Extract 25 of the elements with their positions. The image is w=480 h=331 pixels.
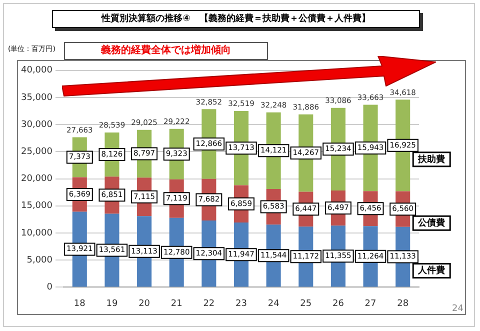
x-tick-label: 27 bbox=[364, 298, 376, 309]
y-tick-label: 0 bbox=[46, 282, 53, 293]
series-label: 扶助費 bbox=[417, 154, 446, 165]
x-tick-label: 25 bbox=[300, 298, 312, 309]
x-tick-label: 22 bbox=[203, 298, 215, 309]
y-tick-label: 25,000 bbox=[20, 147, 53, 158]
y-tick-label: 5,000 bbox=[26, 255, 53, 266]
chart-title: 性質別決算額の推移④ 【義務的経費＝扶助費＋公債費＋人件費】 bbox=[52, 10, 420, 28]
x-tick-label: 26 bbox=[332, 298, 344, 309]
x-tick-label: 19 bbox=[106, 298, 118, 309]
x-tick-label: 28 bbox=[397, 298, 409, 309]
x-tick-label: 18 bbox=[74, 298, 86, 309]
x-tick-label: 23 bbox=[236, 298, 247, 309]
y-tick-label: 35,000 bbox=[20, 92, 53, 103]
y-tick-label: 40,000 bbox=[20, 66, 53, 76]
series-label: 人件費 bbox=[417, 265, 446, 276]
x-tick-label: 21 bbox=[170, 298, 182, 309]
x-tick-label: 20 bbox=[138, 298, 150, 309]
y-tick-label: 20,000 bbox=[20, 174, 53, 184]
text: 義務的経費全体では増加傾向 bbox=[64, 42, 268, 60]
x-tick-label: 24 bbox=[268, 298, 280, 309]
y-tick-label: 30,000 bbox=[20, 120, 53, 130]
y-tick-label: 15,000 bbox=[20, 201, 53, 212]
series-label: 公債費 bbox=[417, 217, 446, 228]
y-tick-label: 10,000 bbox=[20, 228, 53, 238]
